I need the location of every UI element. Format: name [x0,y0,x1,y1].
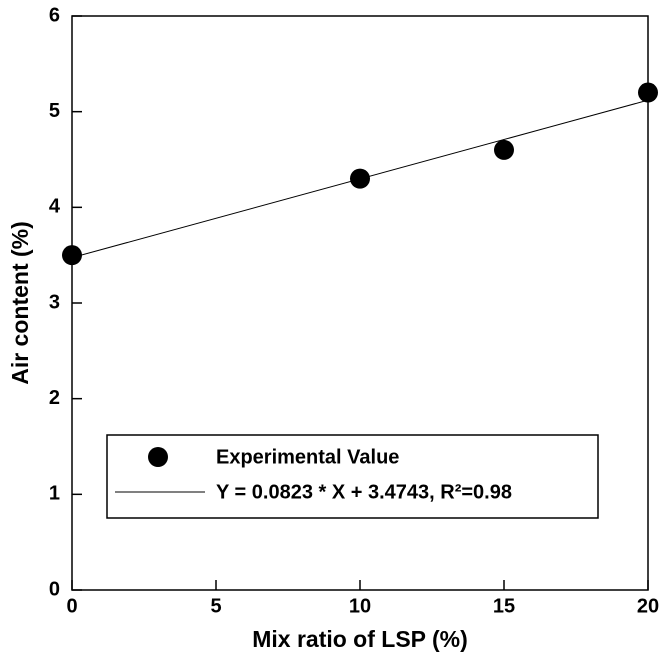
legend-text: Y = 0.0823 * X + 3.4743, R²=0.98 [216,481,512,503]
x-tick-label: 15 [493,595,515,617]
y-tick-label: 5 [49,100,60,122]
data-point [62,245,82,266]
data-point [638,82,658,103]
y-axis-label: Air content (%) [7,221,33,385]
legend-text: Experimental Value [216,446,399,468]
y-tick-label: 0 [49,578,60,600]
y-tick-label: 4 [49,196,61,218]
x-tick-label: 5 [210,595,221,617]
x-tick-label: 20 [637,595,659,617]
legend-box [106,434,599,519]
y-tick-label: 2 [49,387,60,409]
data-point [494,139,514,160]
y-tick-label: 6 [49,4,60,26]
y-tick-label: 3 [49,291,60,313]
legend-marker [148,447,168,467]
x-tick-label: 10 [349,595,371,617]
data-point [350,168,370,189]
x-axis-label: Mix ratio of LSP (%) [252,626,468,652]
x-tick-label: 0 [66,595,77,617]
y-tick-label: 1 [49,483,60,505]
plot-frame [71,15,649,591]
